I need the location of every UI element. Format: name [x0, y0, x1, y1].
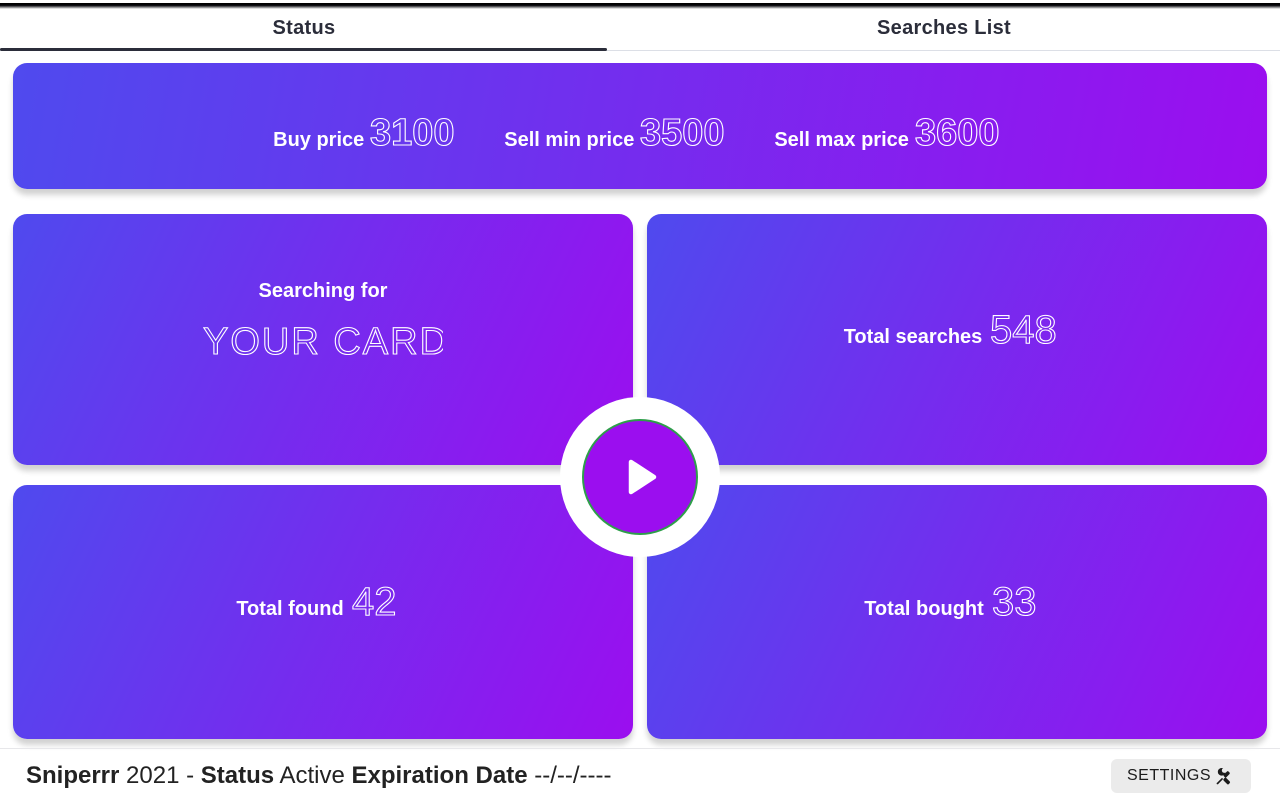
svg-text:33: 33	[992, 580, 1037, 624]
svg-text:3600: 3600	[915, 112, 1000, 154]
svg-text:42: 42	[352, 580, 397, 624]
svg-text:3100: 3100	[370, 112, 455, 154]
svg-text:548: 548	[990, 308, 1057, 352]
svg-text:YOUR CARD: YOUR CARD	[203, 321, 443, 363]
svg-text:3500: 3500	[640, 112, 725, 154]
